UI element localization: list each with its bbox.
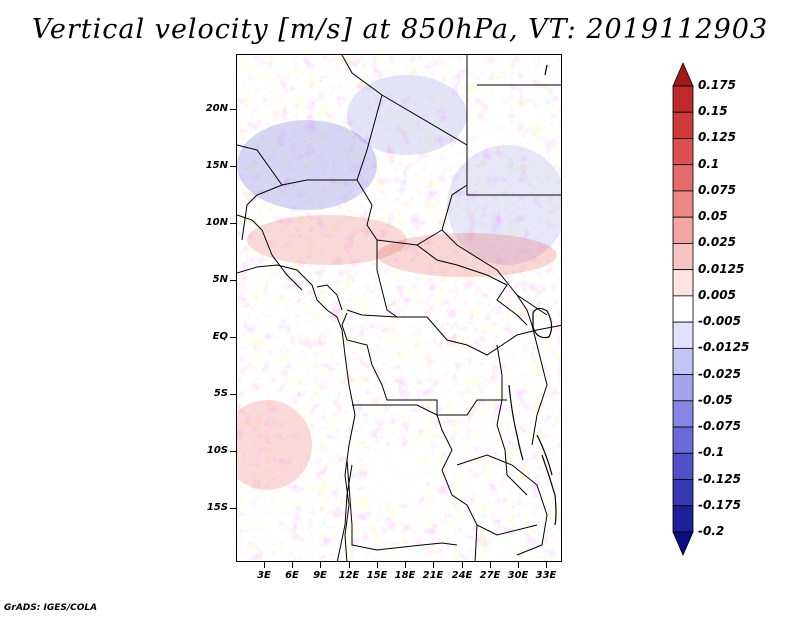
colorbar-label: -0.0125 [698, 340, 750, 355]
lon-tick [320, 562, 321, 568]
lakes [508, 64, 557, 526]
lon-label: 15E [366, 570, 388, 581]
colorbar-label: 0.1 [698, 156, 720, 171]
lat-tick [230, 280, 236, 281]
lon-label: 21E [422, 570, 444, 581]
lon-label: 27E [479, 570, 501, 581]
colorbar-label: 0.125 [698, 130, 736, 145]
ascent-region [237, 400, 312, 490]
lon-tick [377, 562, 378, 568]
lon-tick [405, 562, 406, 568]
lon-label: 24E [451, 570, 473, 581]
lon-tick [433, 562, 434, 568]
lat-tick [230, 337, 236, 338]
colorbar-cell [672, 479, 694, 507]
lat-label: EQ [212, 331, 228, 342]
lat-label: 20N [205, 103, 228, 114]
colorbar-label: 0.0125 [698, 261, 745, 276]
lon-label: 9E [313, 570, 327, 581]
subsidence-region [347, 75, 467, 155]
colorbar [672, 62, 694, 556]
colorbar-label: -0.1 [698, 445, 725, 460]
lon-tick [490, 562, 491, 568]
colorbar-cell [672, 62, 694, 87]
lat-label: 10N [205, 217, 228, 228]
colorbar-label: 0.175 [698, 78, 736, 92]
colorbar-cell [672, 164, 694, 192]
lon-tick [264, 562, 265, 568]
colorbar-label: -0.05 [698, 392, 733, 407]
colorbar-cell [672, 321, 694, 349]
colorbar-cell [672, 295, 694, 323]
lat-tick [230, 223, 236, 224]
lat-label: 5S [213, 388, 228, 399]
colorbar-cell [672, 216, 694, 244]
lat-tick [230, 109, 236, 110]
lat-label: 15S [206, 502, 228, 513]
colorbar-label: 0.075 [698, 182, 736, 197]
colorbar-cell [672, 400, 694, 428]
lon-tick [518, 562, 519, 568]
colorbar-label: -0.125 [698, 471, 741, 486]
colorbar-cell [672, 374, 694, 402]
colorbar-label: -0.005 [698, 314, 741, 329]
colorbar-cell [672, 505, 694, 533]
velocity-field-map [237, 55, 561, 561]
lon-label: 30E [507, 570, 529, 581]
calm-region [367, 445, 427, 505]
colorbar-label: -0.025 [698, 366, 741, 381]
lon-label: 33E [535, 570, 557, 581]
lon-label: 12E [338, 570, 360, 581]
colorbar-cell [672, 347, 694, 375]
colorbar-label: 0.025 [698, 235, 736, 250]
coastline [237, 264, 548, 561]
lon-label: 3E [257, 570, 271, 581]
subsidence-region [447, 145, 561, 265]
colorbar-cell [672, 138, 694, 166]
colorbar-label: -0.2 [698, 524, 725, 538]
colorbar-label: -0.175 [698, 497, 741, 512]
lon-tick [349, 562, 350, 568]
lat-label: 5N [212, 274, 228, 285]
lat-label: 15N [205, 160, 228, 171]
colorbar-cell [672, 426, 694, 454]
ascent-region [247, 215, 407, 265]
lat-label: 10S [206, 445, 228, 456]
lat-tick [230, 166, 236, 167]
colorbar-cell [672, 269, 694, 297]
colorbar-cell [672, 531, 694, 556]
lon-tick [546, 562, 547, 568]
lon-tick [292, 562, 293, 568]
subsidence-region [237, 120, 377, 210]
colorbar-label: -0.075 [698, 419, 741, 434]
colorbar-label: 0.15 [698, 104, 728, 119]
country-borders [237, 55, 561, 561]
colorbar-cell [672, 243, 694, 271]
colorbar-cell [672, 85, 694, 113]
ascent-region [377, 233, 557, 277]
map-plot-area [236, 54, 562, 562]
lon-label: 6E [285, 570, 299, 581]
colorbar-label: 0.005 [698, 287, 736, 302]
colorbar-cell [672, 190, 694, 218]
lat-tick [230, 394, 236, 395]
colorbar-cell [672, 452, 694, 480]
lat-tick [230, 508, 236, 509]
lat-tick [230, 451, 236, 452]
map-title: Vertical velocity [m/s] at 850hPa, VT: 2… [31, 14, 769, 45]
lon-label: 18E [394, 570, 416, 581]
colorbar-label: 0.05 [698, 209, 728, 224]
grads-credit: GrADS: IGES/COLA [4, 603, 98, 613]
lon-tick [462, 562, 463, 568]
colorbar-cell [672, 111, 694, 139]
